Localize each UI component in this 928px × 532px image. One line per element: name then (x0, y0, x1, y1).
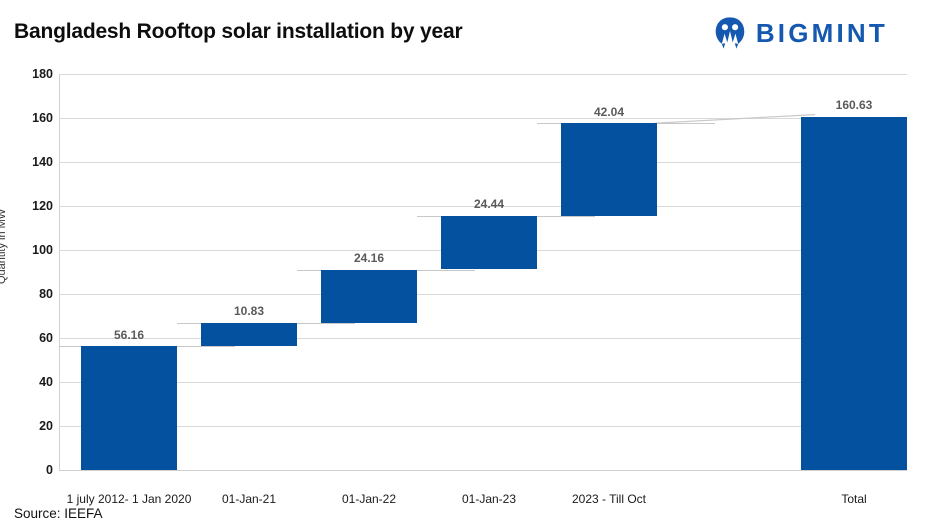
gridline (59, 338, 907, 339)
bar-label-total: 160.63 (835, 98, 873, 112)
connector-line-total (655, 114, 815, 124)
bar-label-1: 56.16 (113, 328, 145, 342)
gridline (59, 426, 907, 427)
x-tick-label-total: Total (841, 492, 867, 506)
waterfall-chart: Quantity in MW 180 160 140 120 100 80 60… (0, 62, 928, 506)
bar-1[interactable] (81, 346, 177, 470)
x-tick-label-1: 1 july 2012- 1 Jan 2020 (66, 492, 192, 506)
y-axis-line (59, 74, 60, 470)
bar-2[interactable] (201, 322, 297, 347)
brand-logo: BIGMINT (713, 16, 888, 50)
gridline (59, 74, 907, 75)
y-tick-label: 40 (39, 375, 53, 389)
bar-3[interactable] (321, 269, 417, 323)
chart-header: Bangladesh Rooftop solar installation by… (0, 0, 928, 62)
gridline (59, 206, 907, 207)
x-tick-label-3: 01-Jan-22 (341, 492, 397, 506)
y-tick-label: 0 (46, 463, 53, 477)
source-note: Source: IEEFA (14, 506, 103, 521)
y-axis: 180 160 140 120 100 80 60 40 20 0 (0, 67, 53, 477)
y-tick-label: 120 (32, 199, 53, 213)
y-tick-label: 140 (32, 155, 53, 169)
gridline (59, 118, 907, 119)
bar-total[interactable] (801, 116, 907, 470)
bar-label-2: 10.83 (233, 304, 265, 318)
bar-4[interactable] (441, 215, 537, 270)
y-tick-label: 100 (32, 243, 53, 257)
axis-baseline (59, 470, 907, 471)
bar-5[interactable] (561, 123, 657, 216)
x-tick-label-4: 01-Jan-23 (461, 492, 517, 506)
y-tick-label: 20 (39, 419, 53, 433)
x-tick-label-2: 01-Jan-21 (221, 492, 277, 506)
page-title: Bangladesh Rooftop solar installation by… (14, 20, 463, 43)
bar-label-3: 24.16 (353, 251, 385, 265)
gridline (59, 162, 907, 163)
y-tick-label: 160 (32, 111, 53, 125)
gridline (59, 382, 907, 383)
gridline (59, 294, 907, 295)
y-tick-label: 80 (39, 287, 53, 301)
bar-label-4: 24.44 (473, 197, 505, 211)
x-tick-label-5: 2023 - Till Oct (571, 492, 647, 506)
plot-area: 56.16 10.83 24.16 24.44 42.04 160.63 1 j… (59, 74, 907, 506)
bar-label-5: 42.04 (593, 105, 625, 119)
bigmint-logo-icon (715, 17, 745, 49)
y-tick-label: 60 (39, 331, 53, 345)
brand-name: BIGMINT (755, 18, 888, 48)
y-tick-label: 180 (32, 67, 53, 81)
